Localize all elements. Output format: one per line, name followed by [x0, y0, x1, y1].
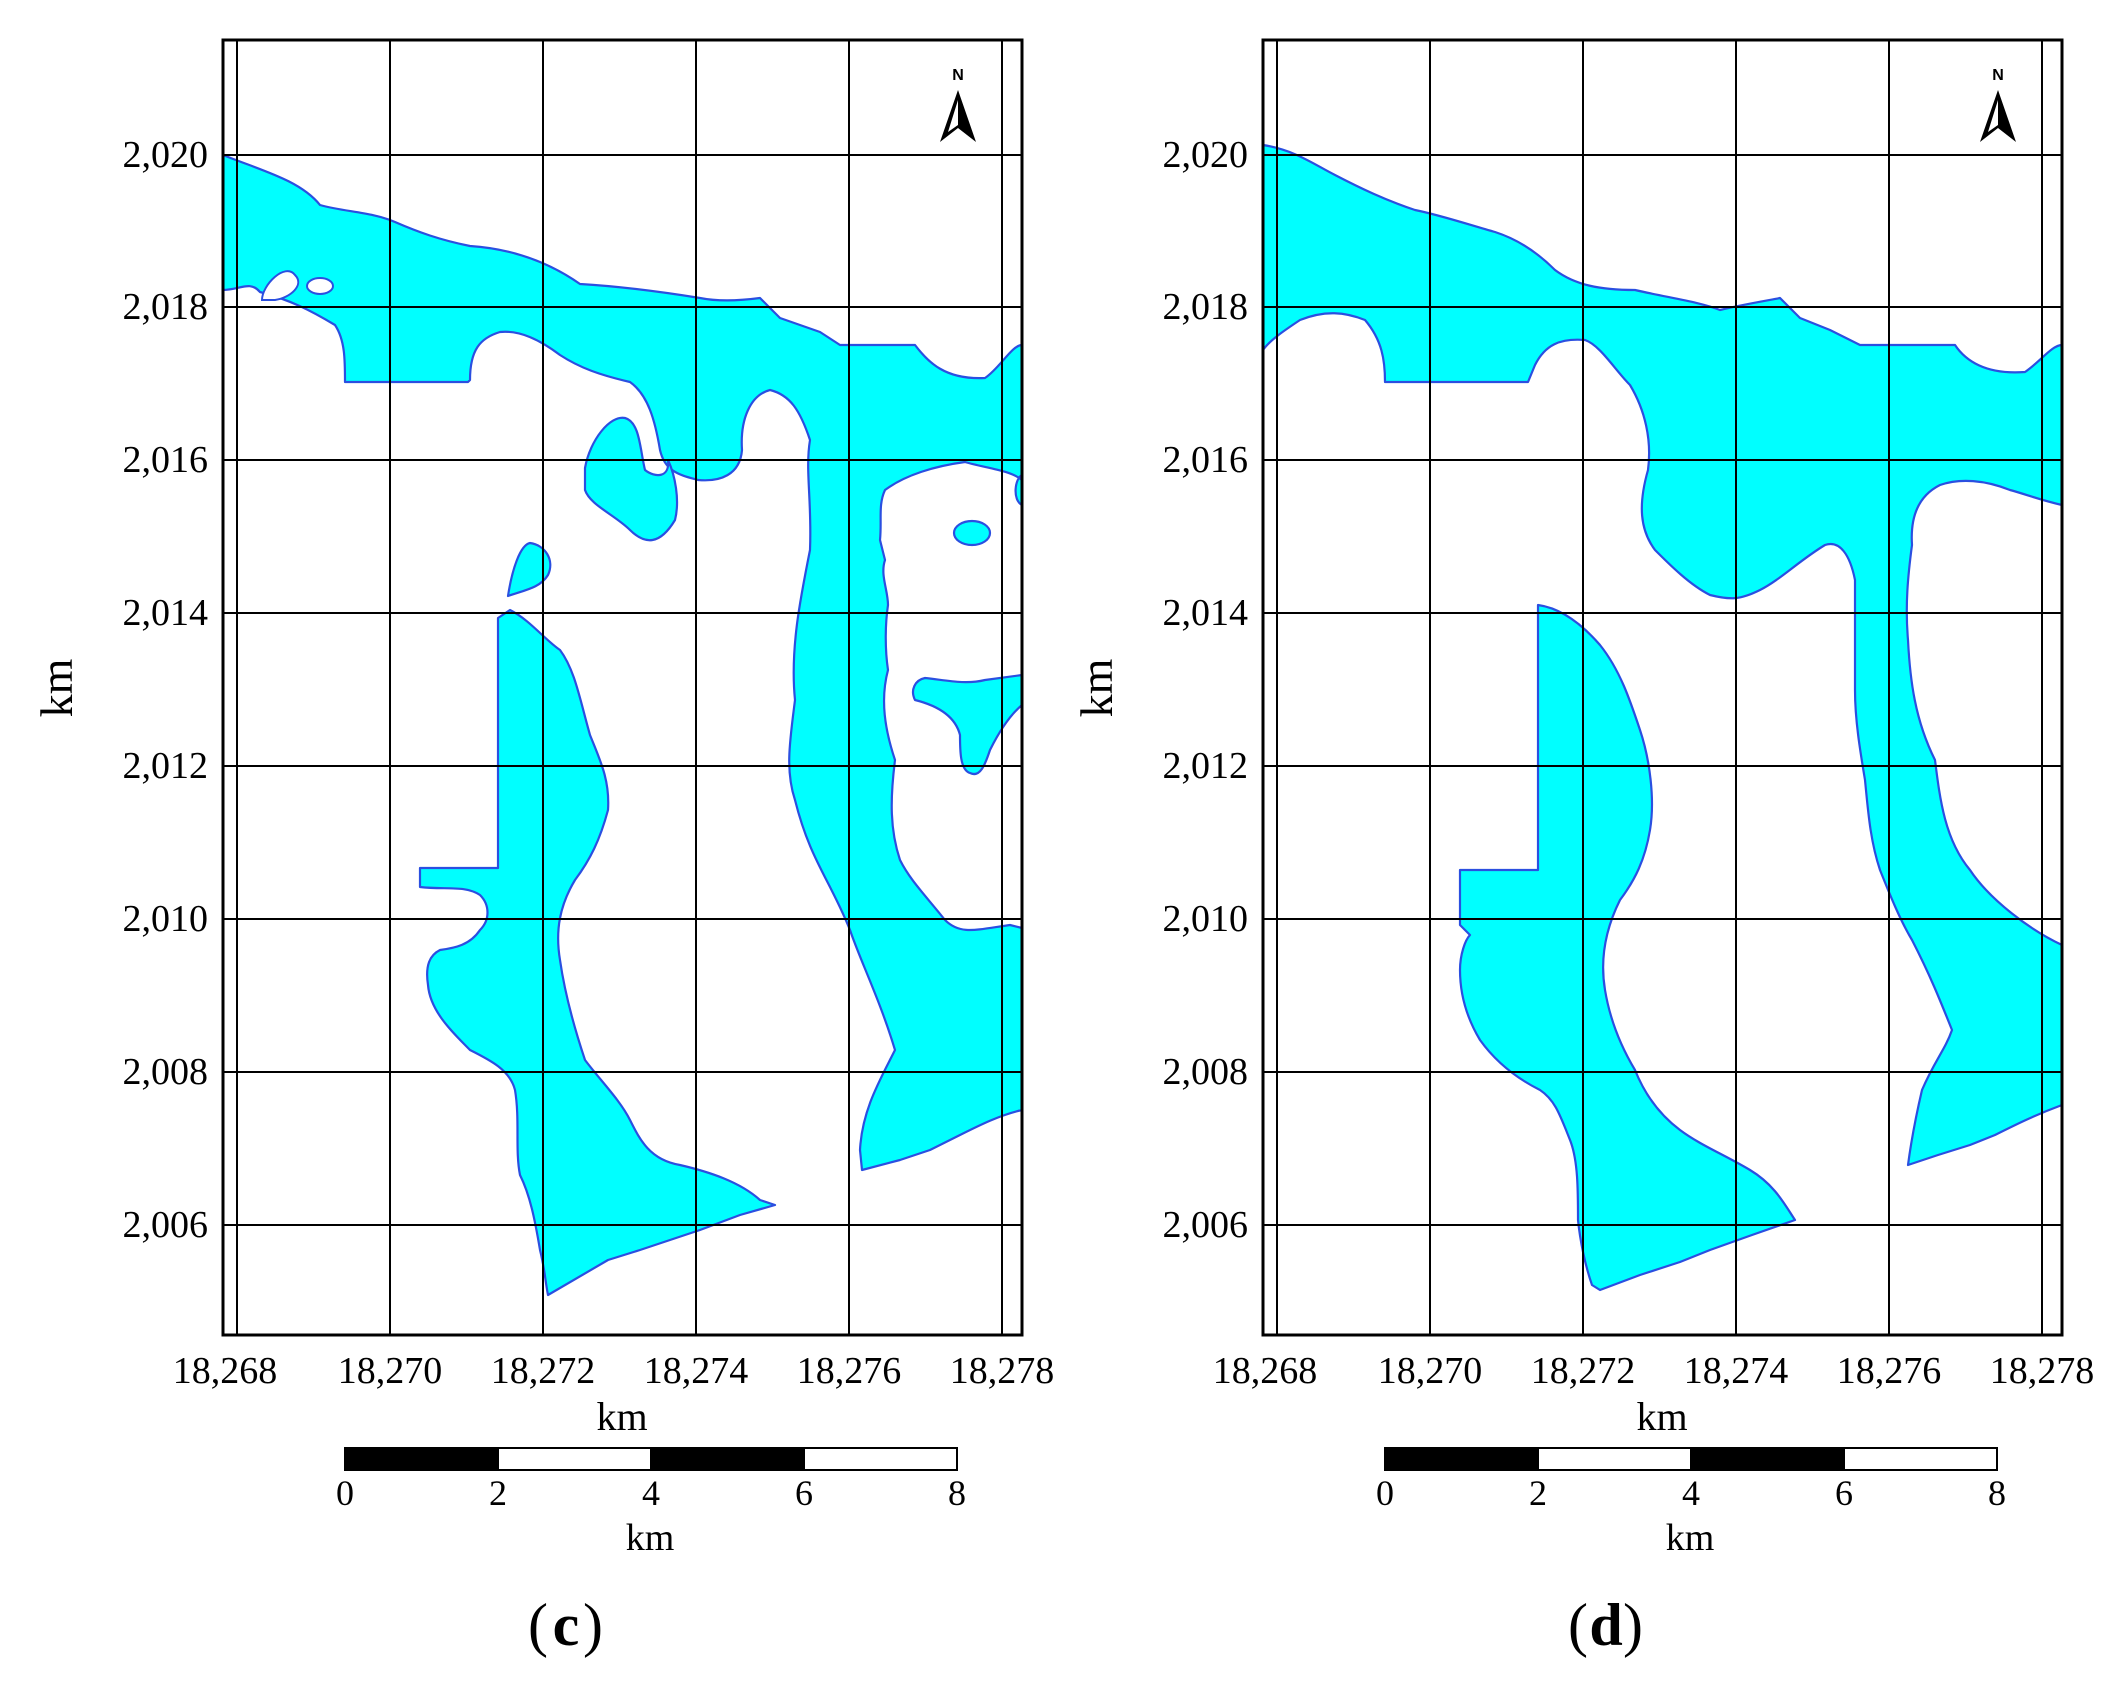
y-tick-label: 2,018	[1163, 286, 1249, 328]
scale-bar-label: 6	[795, 1473, 813, 1513]
y-tick-label: 2,008	[1163, 1051, 1249, 1093]
panel-caption: ( d )	[1568, 1592, 1643, 1658]
x-tick-label: 18,268	[1213, 1350, 1318, 1392]
scale-bar: 0 2 4 6 8 km	[336, 1447, 966, 1559]
svg-text:): )	[583, 1592, 603, 1658]
scale-bar-label: 4	[1682, 1473, 1700, 1513]
panel-caption: ( c )	[528, 1592, 603, 1658]
scale-bar-unit: km	[626, 1517, 675, 1559]
water-hole-1	[260, 270, 300, 301]
water-area-center-river	[1458, 603, 1797, 1292]
panel-letter: c	[553, 1592, 580, 1658]
y-tick-label: 2,006	[1163, 1204, 1249, 1246]
x-tick-label: 18,278	[950, 1350, 1055, 1392]
scale-bar-label: 0	[336, 1473, 354, 1513]
map-frame	[1261, 38, 2064, 1337]
x-tick-label: 18,272	[1531, 1350, 1636, 1392]
map-frame	[221, 38, 1024, 1337]
water-areas	[221, 153, 1024, 1297]
x-tick-labels: 18,268 18,270 18,272 18,274 18,276 18,27…	[173, 1350, 1055, 1392]
x-tick-label: 18,270	[1378, 1350, 1483, 1392]
y-tick-label: 2,010	[123, 898, 209, 940]
y-tick-label: 2,020	[123, 134, 209, 176]
y-tick-label: 2,016	[1163, 439, 1249, 481]
map-panel-d: N 2,020 2,018 2,016 2,014 2,012 2,010 2,…	[1071, 38, 2095, 1658]
y-tick-label: 2,014	[123, 592, 209, 634]
water-hole-2	[306, 277, 334, 295]
x-tick-label: 18,274	[644, 1350, 749, 1392]
y-tick-labels: 2,020 2,018 2,016 2,014 2,012 2,010 2,00…	[123, 134, 209, 1246]
panel-letter: d	[1589, 1592, 1622, 1658]
north-arrow-icon: N	[1980, 67, 2016, 142]
map-grid	[1261, 38, 2064, 1337]
y-tick-label: 2,010	[1163, 898, 1249, 940]
y-tick-label: 2,008	[123, 1051, 209, 1093]
svg-text:(: (	[1568, 1592, 1588, 1658]
north-label: N	[952, 67, 964, 84]
north-arrow-icon: N	[940, 67, 976, 142]
y-tick-labels: 2,020 2,018 2,016 2,014 2,012 2,010 2,00…	[1163, 134, 1249, 1246]
water-areas	[1261, 143, 2064, 1292]
scale-bar-label: 0	[1376, 1473, 1394, 1513]
water-area-right-ribbon	[911, 673, 1024, 776]
y-tick-label: 2,020	[1163, 134, 1249, 176]
scale-bar-label: 2	[489, 1473, 507, 1513]
x-tick-label: 18,272	[491, 1350, 596, 1392]
scale-bar-unit: km	[1666, 1517, 1715, 1559]
map-grid	[221, 38, 1024, 1337]
y-tick-label: 2,014	[1163, 592, 1249, 634]
water-area-top-band	[221, 153, 1024, 1172]
x-tick-label: 18,270	[338, 1350, 443, 1392]
y-tick-label: 2,006	[123, 1204, 209, 1246]
water-area-pond	[952, 519, 992, 547]
x-axis-label: km	[596, 1394, 647, 1439]
water-area-islet	[506, 541, 552, 598]
x-tick-label: 18,268	[173, 1350, 278, 1392]
scale-bar-label: 8	[948, 1473, 966, 1513]
x-tick-label: 18,278	[1990, 1350, 2095, 1392]
y-axis-label: km	[1071, 658, 1122, 717]
scale-bar-label: 2	[1529, 1473, 1547, 1513]
x-tick-label: 18,274	[1684, 1350, 1789, 1392]
y-tick-label: 2,012	[123, 745, 209, 787]
map-panel-c: N 2,020 2,018 2,016 2,014 2,012 2,010 2,…	[31, 38, 1055, 1658]
y-tick-label: 2,018	[123, 286, 209, 328]
scale-bar-label: 4	[642, 1473, 660, 1513]
water-area-center-river	[418, 608, 777, 1297]
north-label: N	[1992, 67, 2004, 84]
y-tick-label: 2,012	[1163, 745, 1249, 787]
scale-bar-label: 6	[1835, 1473, 1853, 1513]
scale-bar: 0 2 4 6 8 km	[1376, 1447, 2006, 1559]
x-axis-label: km	[1636, 1394, 1687, 1439]
x-tick-label: 18,276	[797, 1350, 902, 1392]
y-tick-label: 2,016	[123, 439, 209, 481]
svg-text:): )	[1623, 1592, 1643, 1658]
y-axis-label: km	[31, 658, 82, 717]
scale-bar-label: 8	[1988, 1473, 2006, 1513]
x-tick-labels: 18,268 18,270 18,272 18,274 18,276 18,27…	[1213, 1350, 2095, 1392]
svg-text:(: (	[528, 1592, 548, 1658]
water-area-top-band	[1261, 143, 2064, 1167]
x-tick-label: 18,276	[1837, 1350, 1942, 1392]
